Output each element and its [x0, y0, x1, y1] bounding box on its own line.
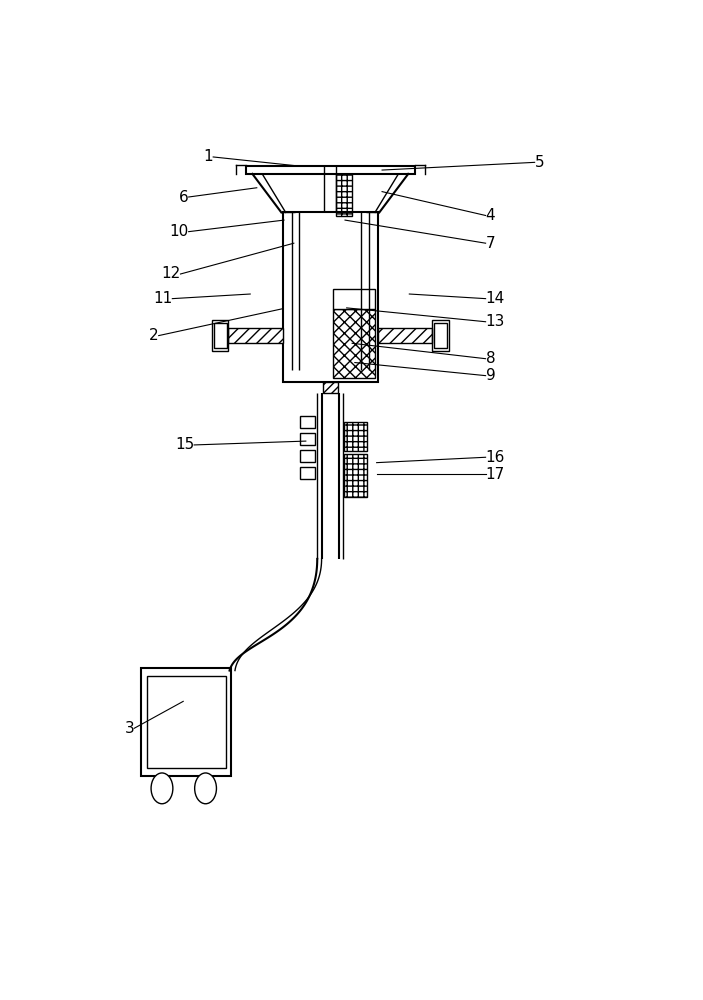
Text: 11: 11 — [153, 291, 172, 306]
Text: 14: 14 — [486, 291, 505, 306]
Bar — [299, 466, 315, 479]
Bar — [147, 676, 226, 768]
Bar — [246, 166, 415, 174]
Text: 12: 12 — [161, 266, 181, 282]
Bar — [214, 323, 227, 348]
Bar — [378, 328, 432, 343]
Text: 6: 6 — [179, 190, 188, 205]
Text: 4: 4 — [486, 208, 495, 223]
Bar — [299, 450, 315, 462]
Text: 7: 7 — [486, 236, 495, 251]
Bar — [333, 289, 375, 309]
Circle shape — [195, 773, 217, 804]
Text: 10: 10 — [169, 224, 188, 239]
Text: 13: 13 — [486, 314, 505, 329]
Bar — [333, 309, 375, 378]
Text: 17: 17 — [486, 467, 505, 482]
Bar — [212, 320, 228, 351]
Circle shape — [151, 773, 173, 804]
Bar — [344, 454, 368, 497]
Text: 2: 2 — [149, 328, 159, 343]
Text: 15: 15 — [175, 437, 194, 452]
Bar — [323, 382, 338, 393]
Text: 3: 3 — [124, 721, 134, 736]
Bar — [283, 212, 378, 382]
Bar — [344, 422, 368, 451]
Bar — [299, 416, 315, 428]
Bar — [299, 433, 315, 445]
Text: 16: 16 — [486, 450, 505, 465]
Bar — [434, 323, 447, 348]
Bar — [432, 320, 449, 351]
Text: 1: 1 — [204, 149, 213, 164]
Bar — [336, 174, 352, 216]
Bar — [141, 668, 231, 776]
Text: 8: 8 — [486, 351, 495, 366]
Text: 9: 9 — [486, 368, 496, 383]
Bar — [228, 328, 283, 343]
Text: 5: 5 — [534, 155, 544, 170]
